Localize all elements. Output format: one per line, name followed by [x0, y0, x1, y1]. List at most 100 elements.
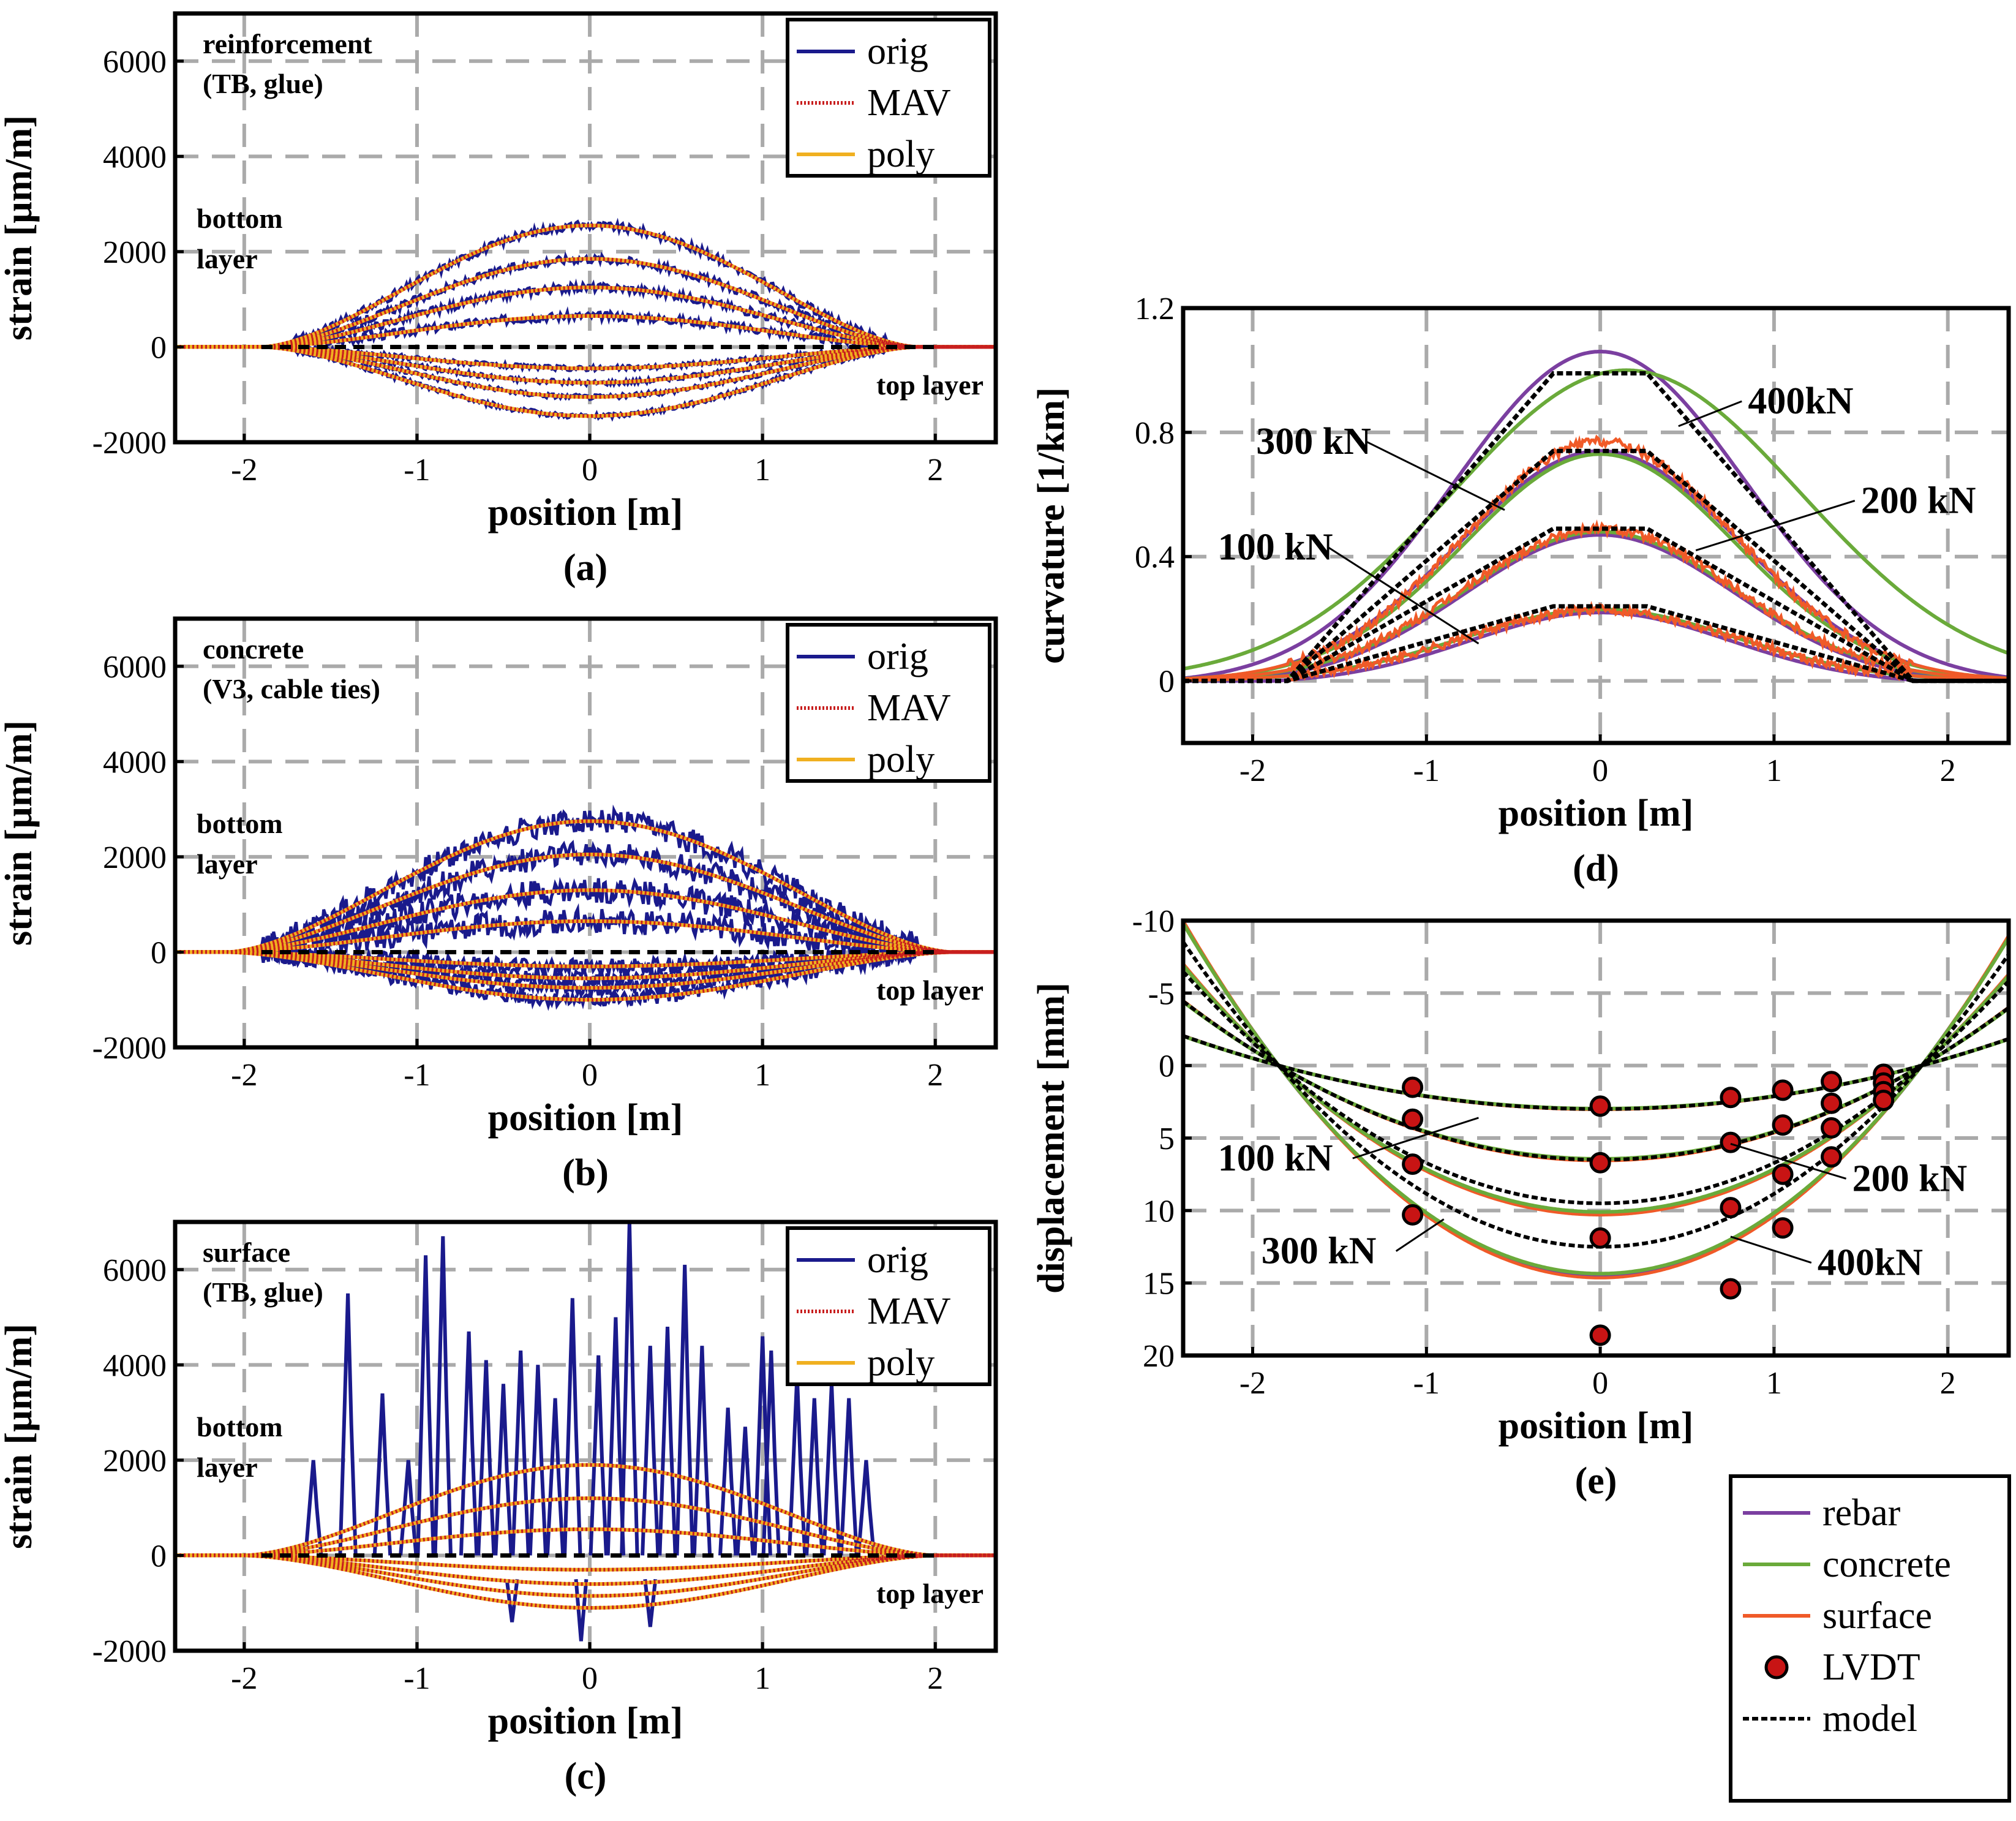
mav-series-line	[175, 1463, 996, 1558]
x-tick-label: -1	[404, 453, 430, 488]
x-tick-label: 2	[1940, 753, 1956, 788]
panel-c-bottom-layer-line2: layer	[197, 1452, 258, 1483]
orig-spike	[606, 1317, 626, 1556]
mav-series-line	[175, 1553, 996, 1610]
orig-spike	[589, 1355, 608, 1556]
orig-spike	[805, 1398, 824, 1556]
legend-mav-label: MAV	[867, 82, 951, 124]
concrete-displacement-line	[1183, 922, 2009, 1276]
rebar-curvature-line	[1183, 611, 2009, 683]
global-legend: rebar concrete surface LVDT model	[1729, 1474, 2011, 1803]
orig-spike	[692, 1346, 712, 1556]
panel-e-xlabel: position [m]	[1499, 1405, 1694, 1447]
global-legend-box	[1729, 1474, 2011, 1803]
leader-line	[1678, 400, 1742, 428]
panel-b-bottom-layer-line2: layer	[197, 848, 258, 880]
legend-poly-label: poly	[867, 739, 935, 780]
orig-spike	[545, 1398, 565, 1556]
panel-b-series	[175, 804, 996, 1011]
mav-series-line	[175, 919, 996, 954]
mav-series-line	[175, 285, 996, 349]
x-tick-label: 1	[1766, 1366, 1782, 1401]
mav-series-line	[175, 1527, 996, 1558]
x-tick-label: 1	[1766, 753, 1782, 788]
panel-d-leaders	[1327, 400, 1856, 644]
y-tick-label: 20	[1143, 1339, 1175, 1374]
panel-c-title-line1: surface	[203, 1237, 290, 1268]
y-tick-label: 4000	[103, 1348, 167, 1383]
orig-spike	[476, 1360, 496, 1556]
orig-spike	[433, 1236, 453, 1556]
panel-d-xlabel: position [m]	[1499, 793, 1694, 834]
x-tick-label: 1	[754, 1661, 770, 1696]
panel-a-title-line2: (TB, glue)	[203, 68, 323, 99]
y-tick-label: 0	[1159, 665, 1175, 699]
panel-c-ylabel: strain [µm/m]	[0, 1324, 40, 1549]
orig-spike	[528, 1365, 548, 1556]
legend-poly-label: poly	[867, 134, 935, 175]
y-tick-label: 0.8	[1135, 416, 1175, 451]
panel-c-legend-box	[786, 1226, 991, 1386]
panel-d-series	[1183, 350, 2009, 684]
panel-a-xlabel: position [m]	[488, 492, 683, 533]
x-tick-label: 2	[927, 1661, 943, 1696]
model-curvature-line	[1183, 371, 2009, 684]
x-tick-label: -2	[231, 1661, 257, 1696]
leader-line	[1695, 499, 1856, 552]
panel-a-ylabel: strain [µm/m]	[0, 115, 40, 341]
lvdt-marker	[1821, 1117, 1843, 1139]
lvdt-marker	[1402, 1076, 1424, 1098]
x-tick-label: 2	[927, 1058, 943, 1093]
orig-spike	[641, 1346, 660, 1556]
leader-line	[1730, 1235, 1812, 1264]
mav-series-line	[175, 257, 996, 349]
legend-orig-label: orig	[867, 1239, 928, 1281]
lvdt-marker	[1589, 1227, 1611, 1249]
model-displacement-line	[1183, 970, 2009, 1205]
panel-c-series	[175, 1222, 996, 1642]
mav-series-line	[175, 950, 996, 981]
y-tick-label: -10	[1132, 904, 1175, 939]
leader-line	[1730, 1143, 1847, 1180]
lvdt-marker	[1772, 1114, 1794, 1136]
orig-spike	[304, 1460, 323, 1556]
y-tick-label: -5	[1148, 976, 1175, 1011]
x-tick-label: 0	[582, 453, 598, 488]
panel-d-caption: (d)	[1573, 848, 1619, 889]
lvdt-marker	[1873, 1089, 1895, 1111]
x-tick-label: -2	[1239, 1366, 1266, 1401]
orig-spike	[735, 1427, 755, 1556]
panel-b-legend: orig MAV poly	[786, 623, 991, 783]
x-tick-label: -2	[1239, 753, 1266, 788]
orig-spike	[856, 1460, 876, 1556]
lvdt-marker	[1720, 1087, 1742, 1109]
panel-b-ticks: -2 -1 0 1 2 -2000 0 2000 4000 6000	[92, 650, 944, 1093]
panel-b-legend-box	[786, 623, 991, 783]
orig-spike	[494, 1384, 513, 1556]
panel-d-frame	[1181, 306, 2011, 745]
mav-series-line	[175, 345, 996, 385]
mav-series-line	[175, 888, 996, 954]
x-tick-label: -1	[404, 1661, 430, 1696]
panel-a-ticks: -2 -1 0 1 2 -2000 0 2000 4000 6000	[92, 45, 944, 488]
panel-c: -2 -1 0 1 2 -2000 0 2000 4000 6000 surface (TB, g…	[0, 1220, 998, 1797]
panel-c-title-line2: (TB, glue)	[203, 1276, 323, 1308]
y-tick-label: -2000	[92, 1634, 167, 1669]
leader-line	[1395, 1218, 1445, 1252]
panel-b-top-layer: top layer	[876, 975, 984, 1006]
panel-d-ticks: -2 -1 0 1 2 0 0.4 0.8 1.2	[1135, 292, 1956, 788]
panel-e-label-100kn: 100 kN	[1218, 1137, 1333, 1179]
panel-e-caption: (e)	[1575, 1460, 1617, 1502]
y-tick-label: -2000	[92, 426, 167, 461]
mav-series-line	[175, 224, 996, 349]
legend-poly-label: poly	[867, 1342, 935, 1384]
panel-c-bottom-layer-line1: bottom	[197, 1411, 283, 1442]
panel-c-xlabel: position [m]	[488, 1700, 683, 1742]
y-tick-label: 6000	[103, 1253, 167, 1288]
x-tick-label: 2	[927, 453, 943, 488]
orig-spike	[658, 1327, 677, 1556]
y-tick-label: 1.2	[1135, 292, 1175, 326]
